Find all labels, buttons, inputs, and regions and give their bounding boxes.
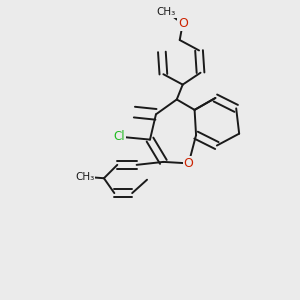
Text: CH₃: CH₃: [75, 172, 94, 182]
Text: O: O: [184, 157, 194, 170]
Text: O: O: [178, 17, 188, 30]
Text: Cl: Cl: [113, 130, 124, 143]
Text: CH₃: CH₃: [157, 7, 176, 17]
